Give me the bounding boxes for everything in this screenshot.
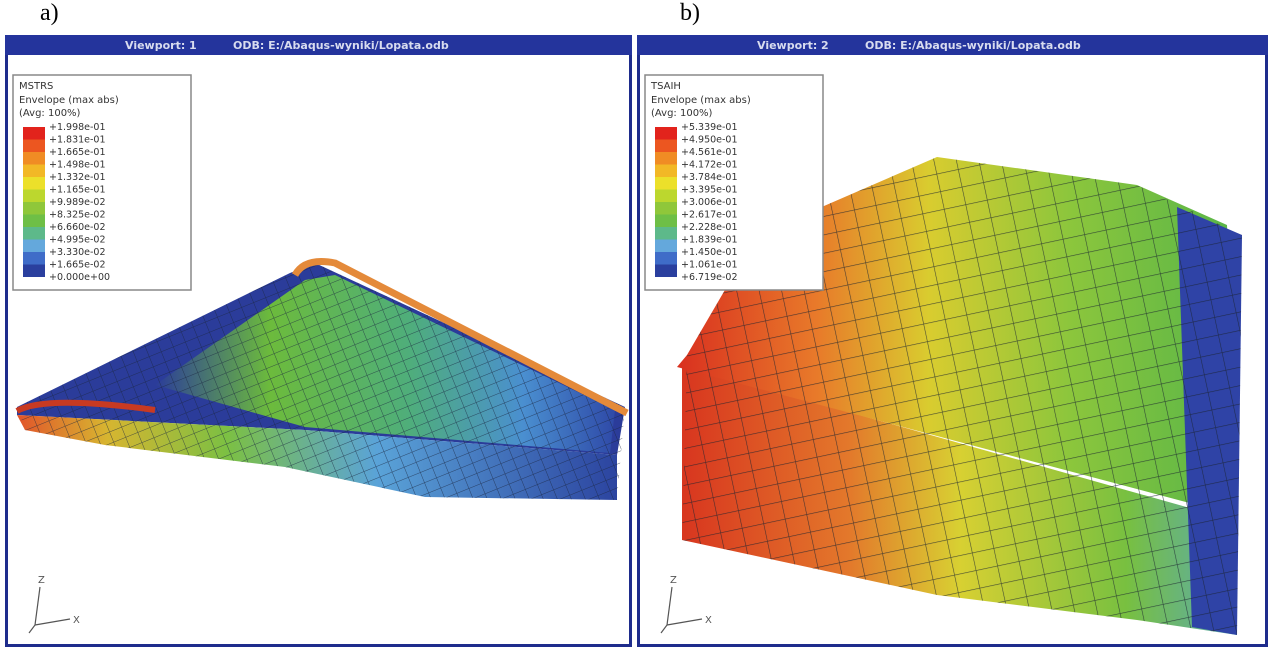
odb-path: ODB: E:/Abaqus-wyniki/Lopata.odb bbox=[865, 39, 1081, 52]
legend-value: +5.339e-01 bbox=[681, 122, 738, 133]
legend-swatch bbox=[655, 265, 677, 278]
legend-value: +1.831e-01 bbox=[49, 135, 106, 146]
legend-swatch bbox=[655, 252, 677, 265]
legend-variable: MSTRS bbox=[19, 81, 53, 92]
legend-line: (Avg: 100%) bbox=[651, 108, 713, 119]
viewport-name: Viewport: 2 bbox=[757, 39, 829, 52]
legend-value: +6.719e-02 bbox=[681, 272, 738, 283]
legend-value: +8.325e-02 bbox=[49, 210, 106, 221]
viewport: Viewport: 2 ODB: E:/Abaqus-wyniki/Lopata.… bbox=[637, 35, 1268, 647]
legend-value: +0.000e+00 bbox=[49, 272, 110, 283]
legend-value: +1.839e-01 bbox=[681, 235, 738, 246]
triad-label: Z bbox=[670, 575, 677, 586]
legend-swatch bbox=[23, 215, 45, 228]
legend-swatch bbox=[23, 165, 45, 178]
legend-swatch bbox=[23, 140, 45, 153]
legend-swatch bbox=[655, 177, 677, 190]
figure: a) b) Viewport: 1 ODB: E:/Abaqus-wyniki/L… bbox=[0, 0, 1272, 647]
legend-value: +4.950e-01 bbox=[681, 135, 738, 146]
viewport-name: Viewport: 1 bbox=[125, 39, 197, 52]
legend-swatch bbox=[655, 240, 677, 253]
legend-value: +1.450e-01 bbox=[681, 247, 738, 258]
legend-value: +2.617e-01 bbox=[681, 210, 738, 221]
triad-label: X bbox=[73, 615, 80, 626]
legend-value: +1.665e-01 bbox=[49, 147, 106, 158]
legend-swatch bbox=[655, 190, 677, 203]
panel-label: b) bbox=[680, 0, 700, 27]
legend-value: +4.561e-01 bbox=[681, 147, 738, 158]
legend-swatch bbox=[23, 252, 45, 265]
legend-value: +3.395e-01 bbox=[681, 185, 738, 196]
legend-swatch bbox=[655, 152, 677, 165]
legend-swatch bbox=[23, 177, 45, 190]
legend-value: +3.006e-01 bbox=[681, 197, 738, 208]
legend-value: +1.061e-01 bbox=[681, 260, 738, 271]
legend-value: +6.660e-02 bbox=[49, 222, 106, 233]
legend-value: +3.784e-01 bbox=[681, 172, 738, 183]
legend-swatch bbox=[655, 227, 677, 240]
legend-swatch bbox=[23, 265, 45, 278]
legend-value: +1.165e-01 bbox=[49, 185, 106, 196]
legend-swatch bbox=[23, 152, 45, 165]
legend-variable: TSAIH bbox=[650, 81, 681, 92]
legend-swatch bbox=[23, 240, 45, 253]
legend-swatch bbox=[655, 127, 677, 140]
odb-path: ODB: E:/Abaqus-wyniki/Lopata.odb bbox=[233, 39, 449, 52]
legend-swatch bbox=[23, 190, 45, 203]
legend-value: +1.665e-02 bbox=[49, 260, 106, 271]
legend-swatch bbox=[23, 127, 45, 140]
legend-swatch bbox=[655, 202, 677, 215]
legend-swatch bbox=[655, 140, 677, 153]
legend-line: Envelope (max abs) bbox=[19, 95, 119, 106]
viewport: Viewport: 1 ODB: E:/Abaqus-wyniki/Lopata.… bbox=[5, 35, 632, 647]
legend-value: +3.330e-02 bbox=[49, 247, 106, 258]
legend-value: +1.332e-01 bbox=[49, 172, 106, 183]
legend-swatch bbox=[655, 215, 677, 228]
legend-line: (Avg: 100%) bbox=[19, 108, 81, 119]
triad-label: X bbox=[705, 615, 712, 626]
panel-label: a) bbox=[40, 0, 59, 27]
legend-value: +2.228e-01 bbox=[681, 222, 738, 233]
legend-value: +9.989e-02 bbox=[49, 197, 106, 208]
legend-swatch bbox=[23, 202, 45, 215]
legend-value: +1.998e-01 bbox=[49, 122, 106, 133]
legend-value: +4.172e-01 bbox=[681, 160, 738, 171]
legend-swatch bbox=[23, 227, 45, 240]
legend-swatch bbox=[655, 165, 677, 178]
legend-value: +1.498e-01 bbox=[49, 160, 106, 171]
triad-label: Z bbox=[38, 575, 45, 586]
legend-value: +4.995e-02 bbox=[49, 235, 106, 246]
legend-line: Envelope (max abs) bbox=[651, 95, 751, 106]
